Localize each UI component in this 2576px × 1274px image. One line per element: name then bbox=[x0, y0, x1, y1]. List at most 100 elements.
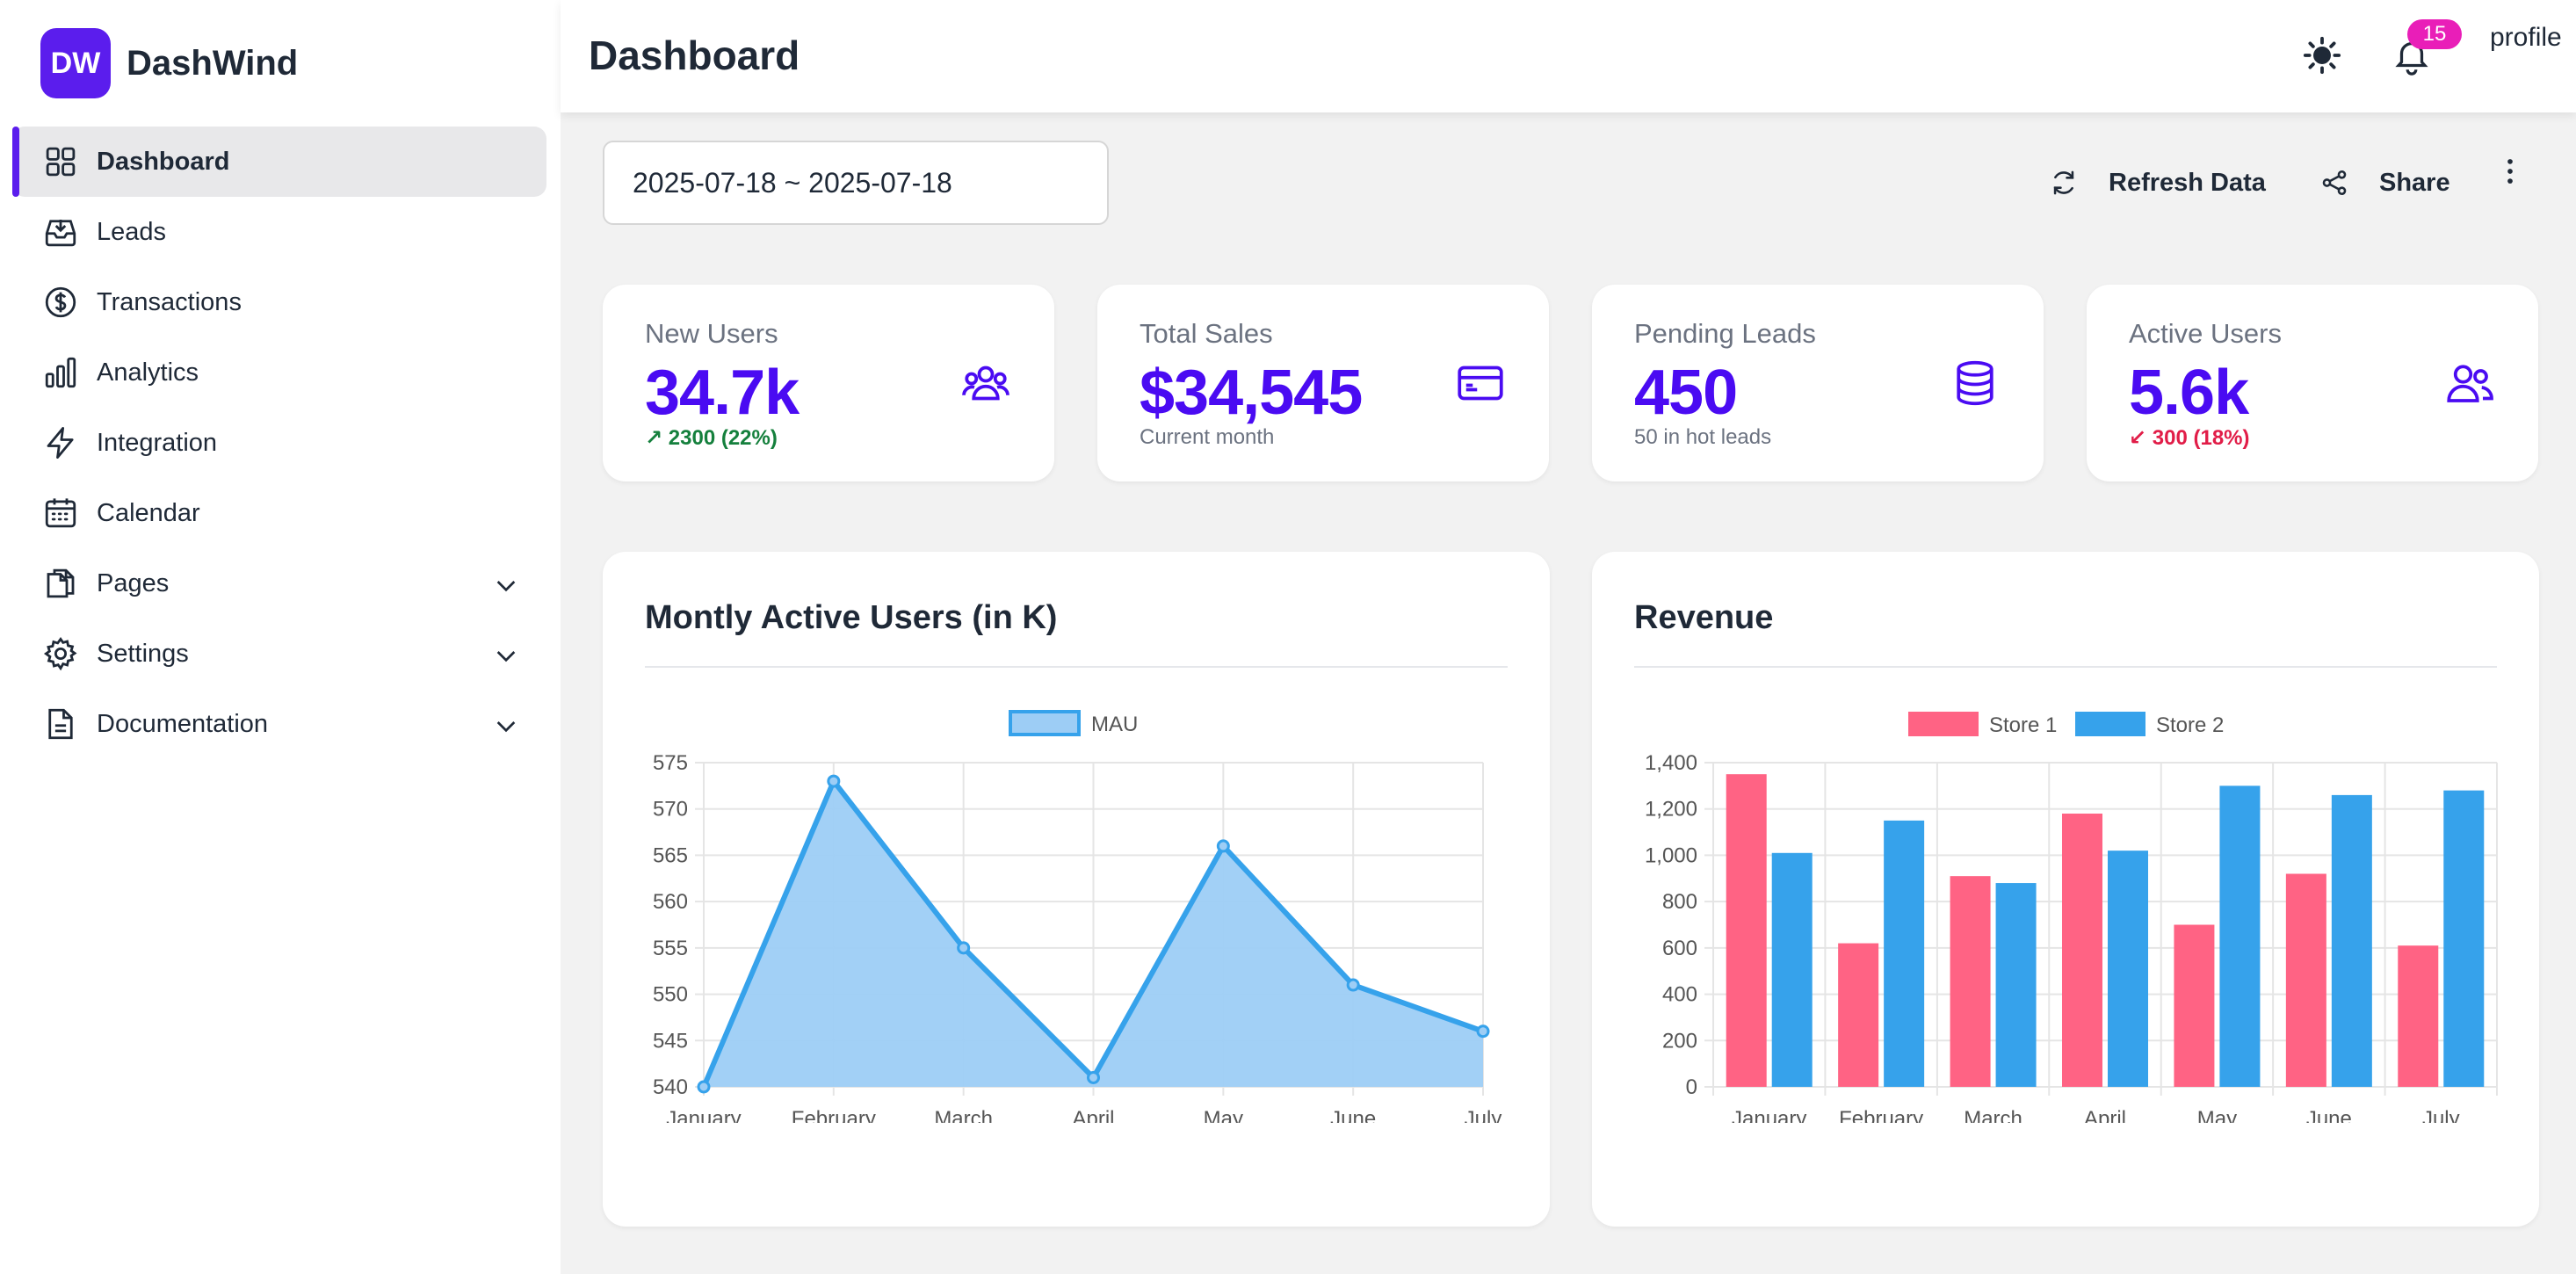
sidebar-item-integration[interactable]: Integration bbox=[12, 408, 546, 478]
credit-card-icon bbox=[1458, 366, 1503, 401]
bar-store-1 bbox=[1838, 943, 1879, 1087]
chart-title: Revenue bbox=[1634, 599, 1774, 636]
bar-store-2 bbox=[2331, 794, 2372, 1087]
x-tick-label: July bbox=[1465, 1107, 1502, 1123]
avatar-alt-text: profile bbox=[2490, 23, 2562, 52]
top-header: Dashboard 15 profile bbox=[561, 0, 2576, 112]
bar-store-1 bbox=[1726, 774, 1767, 1087]
sidebar-item-leads[interactable]: Leads bbox=[12, 197, 546, 267]
legend-swatch-mau bbox=[1009, 710, 1081, 736]
sidebar-item-pages[interactable]: Pages bbox=[12, 548, 546, 619]
bar-store-2 bbox=[2443, 790, 2485, 1087]
y-tick-label: 400 bbox=[1662, 983, 1697, 1007]
sidebar-item-label: Documentation bbox=[97, 709, 269, 738]
refresh-icon bbox=[2053, 170, 2074, 195]
mau-data-point bbox=[1087, 1070, 1100, 1084]
stat-card-pending-leads: Pending Leads 450 50 in hot leads bbox=[1592, 285, 2044, 481]
x-tick-label: February bbox=[792, 1107, 876, 1123]
legend-swatch-1 bbox=[1908, 712, 1979, 736]
y-tick-label: 200 bbox=[1662, 1029, 1697, 1053]
stat-card-active-users: Active Users 5.6k ↙ 300 (18%) bbox=[2087, 285, 2538, 481]
revenue-bar-chart: Store 1 Store 2 0 200 400 600 800 1,000 1,200 1,4… bbox=[1645, 712, 2498, 1123]
bar-store-2 bbox=[1995, 883, 2037, 1087]
brand-logo: DW bbox=[40, 28, 111, 98]
mau-data-point bbox=[827, 774, 841, 788]
y-tick-label: 1,400 bbox=[1645, 751, 1697, 775]
bar-store-1 bbox=[2174, 924, 2215, 1087]
bar-store-1 bbox=[2062, 813, 2102, 1087]
x-tick-label: February bbox=[1839, 1107, 1923, 1123]
bar-store-1 bbox=[2285, 873, 2326, 1087]
sidebar-item-label: Integration bbox=[97, 428, 218, 457]
y-tick-label: 555 bbox=[653, 937, 688, 960]
sidebar-item-transactions[interactable]: Transactions bbox=[12, 267, 546, 337]
sidebar-item-documentation[interactable]: Documentation bbox=[12, 689, 546, 759]
notification-badge: 15 bbox=[2407, 19, 2462, 49]
sidebar-item-label: Calendar bbox=[97, 498, 200, 527]
avatar[interactable]: profile bbox=[2490, 23, 2576, 84]
bar-store-2 bbox=[1884, 820, 1925, 1087]
stat-description: ↙ 300 (18%) bbox=[2129, 426, 2250, 450]
grid-icon bbox=[42, 143, 79, 180]
x-tick-label: May bbox=[1204, 1107, 1243, 1123]
stat-card-total-sales: Total Sales $34,545 Current month bbox=[1097, 285, 1549, 481]
revenue-chart-card: Revenue Store 1 Store 2 0 200 400 600 800 1,000… bbox=[1592, 552, 2539, 1227]
stat-card-new-users: New Users 34.7k ↗ 2300 (22%) bbox=[603, 285, 1054, 481]
date-range-input[interactable]: 2025-07-18 ~ 2025-07-18 bbox=[603, 141, 1109, 225]
inbox-icon bbox=[42, 214, 79, 250]
sun-icon[interactable] bbox=[2302, 35, 2342, 76]
legend-label-mau: MAU bbox=[1091, 713, 1138, 736]
stat-description: ↗ 2300 (22%) bbox=[645, 426, 778, 450]
bolt-icon bbox=[42, 424, 79, 461]
document-icon bbox=[42, 706, 79, 742]
sidebar-item-label: Leads bbox=[97, 217, 167, 246]
sidebar-item-calendar[interactable]: Calendar bbox=[12, 478, 546, 548]
mau-area-fill bbox=[704, 781, 1483, 1087]
mau-data-point bbox=[957, 941, 971, 955]
bar-store-2 bbox=[2219, 785, 2261, 1087]
chevron-down-icon[interactable] bbox=[492, 641, 520, 670]
chart-title: Montly Active Users (in K) bbox=[645, 599, 1058, 636]
chevron-down-icon[interactable] bbox=[492, 571, 520, 599]
sidebar-item-analytics[interactable]: Analytics bbox=[12, 337, 546, 408]
sidebar-item-dashboard[interactable]: Dashboard bbox=[12, 127, 546, 197]
refresh-data-label: Refresh Data bbox=[2109, 168, 2266, 197]
stat-description: 50 in hot leads bbox=[1634, 425, 1772, 449]
brand[interactable]: DW DashWind bbox=[40, 28, 298, 98]
share-button[interactable]: Share bbox=[2319, 149, 2450, 216]
users-icon bbox=[2447, 365, 2493, 402]
bar-store-2 bbox=[2108, 851, 2148, 1087]
refresh-data-button[interactable]: Refresh Data bbox=[2049, 149, 2266, 216]
sidebar-item-label: Transactions bbox=[97, 287, 242, 316]
brand-name: DashWind bbox=[127, 43, 299, 83]
bar-chart-icon bbox=[42, 354, 79, 391]
y-tick-label: 575 bbox=[653, 751, 688, 775]
share-icon bbox=[2322, 170, 2347, 196]
sidebar-item-label: Dashboard bbox=[97, 147, 230, 176]
gear-icon bbox=[42, 635, 79, 672]
stat-value: $34,545 bbox=[1140, 358, 1363, 428]
sidebar: DW DashWind Dashboard Leads Transactions bbox=[0, 0, 561, 1274]
mau-data-point bbox=[697, 1080, 711, 1094]
divider bbox=[645, 666, 1508, 668]
y-tick-label: 565 bbox=[653, 843, 688, 867]
stat-description: Current month bbox=[1140, 425, 1275, 449]
page-title: Dashboard bbox=[589, 33, 800, 78]
mau-data-point bbox=[1216, 839, 1230, 853]
x-tick-label: March bbox=[1964, 1107, 2022, 1123]
y-tick-label: 800 bbox=[1662, 890, 1697, 914]
x-tick-label: January bbox=[666, 1107, 741, 1123]
y-tick-label: 1,200 bbox=[1645, 798, 1697, 822]
sidebar-item-settings[interactable]: Settings bbox=[12, 619, 546, 689]
more-options-icon[interactable] bbox=[2493, 155, 2527, 188]
stat-value: 34.7k bbox=[645, 358, 800, 428]
stat-value: 5.6k bbox=[2129, 358, 2249, 428]
chevron-down-icon[interactable] bbox=[492, 712, 520, 740]
x-tick-label: May bbox=[2197, 1107, 2237, 1123]
y-tick-label: 570 bbox=[653, 798, 688, 822]
y-tick-label: 600 bbox=[1662, 937, 1697, 960]
sidebar-item-label: Pages bbox=[97, 568, 170, 597]
legend-swatch-2 bbox=[2075, 712, 2145, 736]
bar-store-2 bbox=[1771, 852, 1813, 1087]
mau-data-point bbox=[1476, 1024, 1490, 1039]
